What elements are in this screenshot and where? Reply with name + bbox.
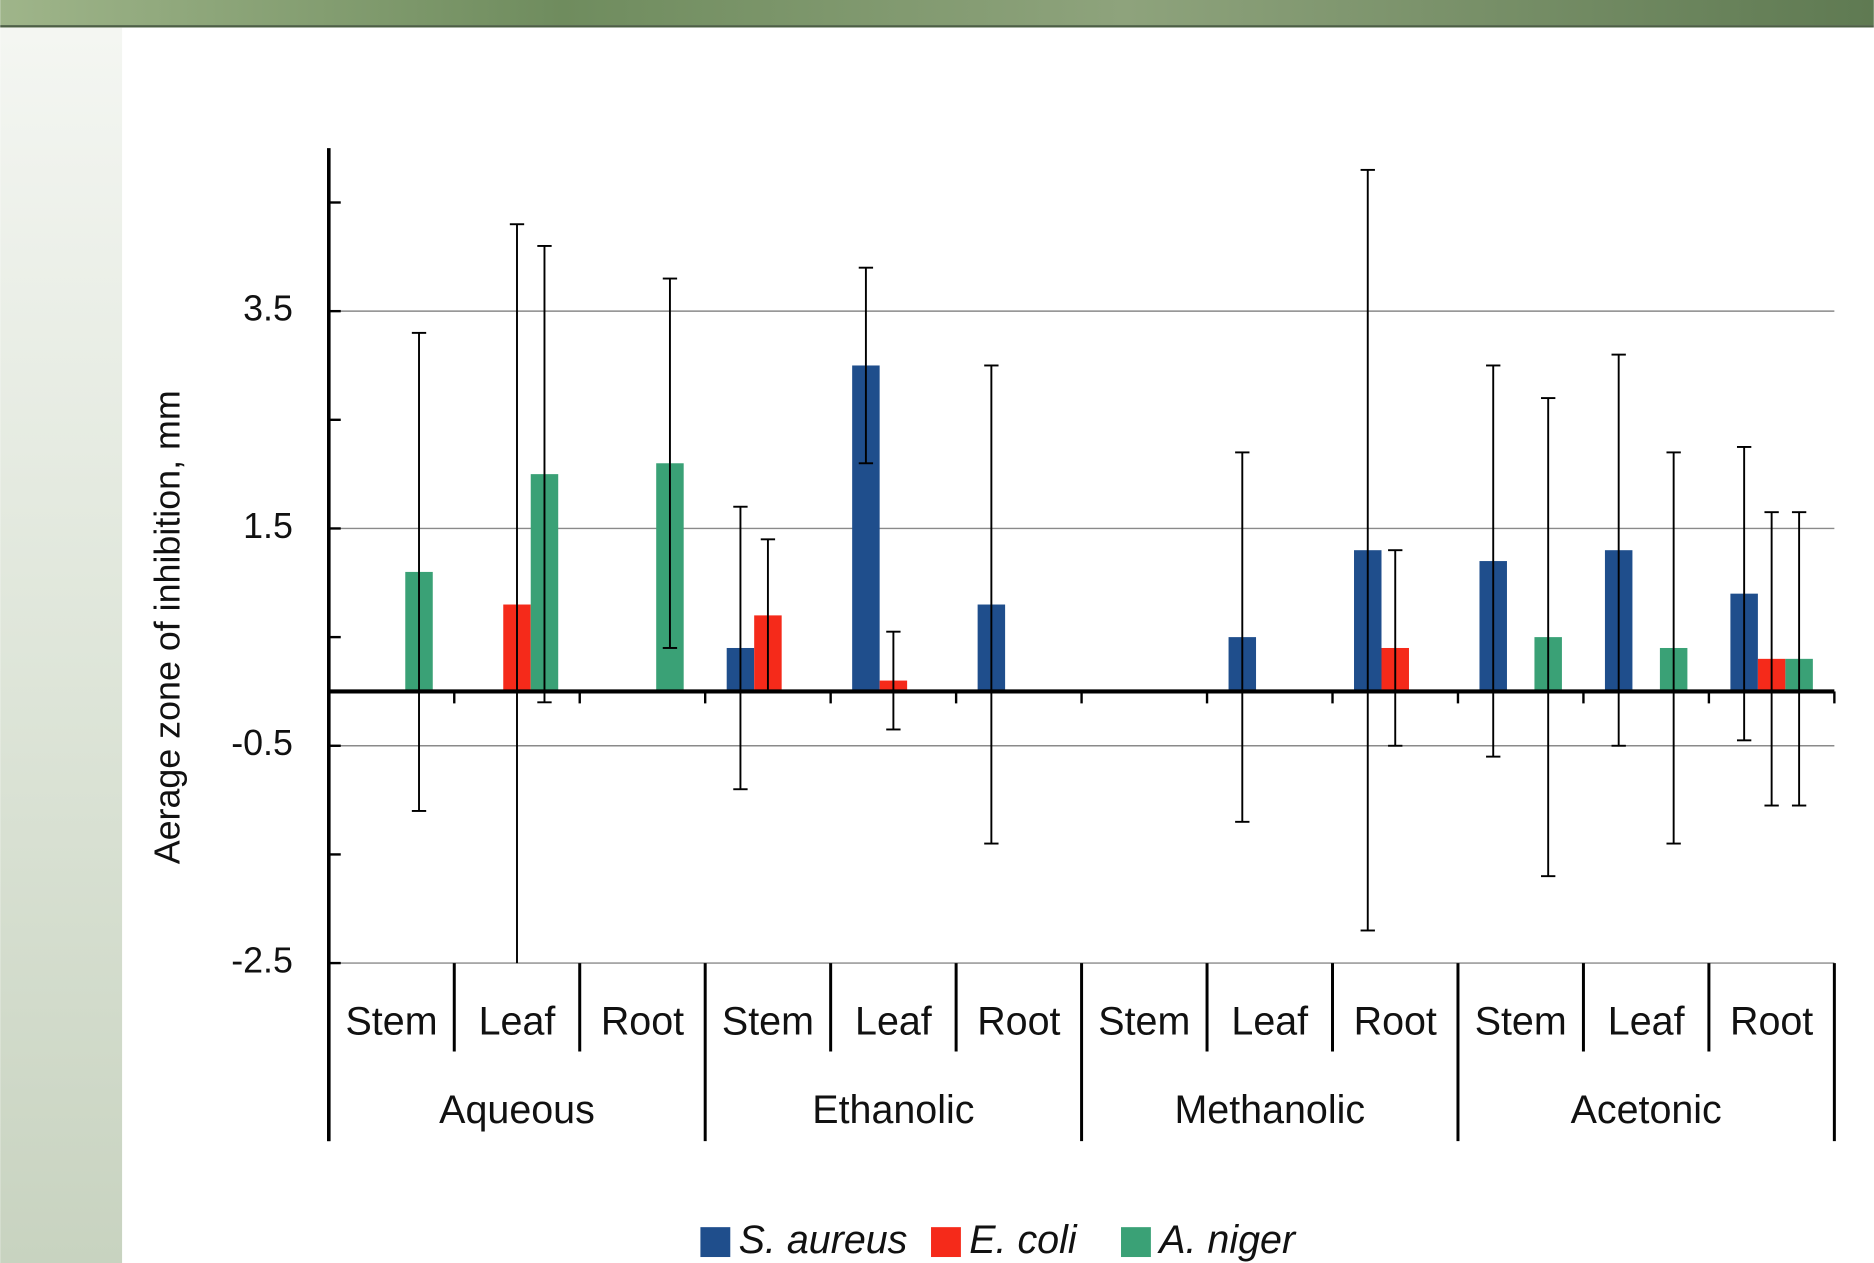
group-label: Aqueous: [439, 1088, 595, 1132]
x-tick-label: Stem: [722, 999, 814, 1043]
x-tick-label: Root: [1354, 999, 1437, 1043]
legend-swatch: [931, 1227, 961, 1258]
legend-label: S. aureus: [739, 1218, 908, 1262]
x-tick-label: Stem: [1475, 999, 1567, 1043]
x-tick-label: Root: [977, 999, 1060, 1043]
x-tick-label: Leaf: [855, 999, 933, 1043]
x-tick-label: Stem: [346, 999, 438, 1043]
legend-swatch: [1121, 1227, 1151, 1258]
side-image: [0, 27, 123, 1263]
y-tick-label: -0.5: [231, 723, 293, 763]
x-tick-label: Leaf: [479, 999, 557, 1043]
banner-image: [0, 0, 1874, 26]
group-label: Ethanolic: [812, 1088, 974, 1132]
y-axis-label: Aerage zone of inhibition, mm: [147, 390, 187, 864]
legend-label: A. niger: [1157, 1218, 1297, 1262]
group-label: Methanolic: [1174, 1088, 1365, 1132]
x-tick-label: Leaf: [1608, 999, 1686, 1043]
x-tick-label: Root: [601, 999, 684, 1043]
banner-border: [0, 25, 1874, 28]
legend-swatch: [700, 1227, 731, 1258]
group-label: Acetonic: [1571, 1088, 1722, 1132]
x-tick-label: Stem: [1098, 999, 1190, 1043]
y-tick-label: 3.5: [243, 289, 293, 329]
x-tick-label: Leaf: [1231, 999, 1309, 1043]
y-tick-label: 1.5: [243, 506, 293, 546]
x-tick-label: Root: [1730, 999, 1813, 1043]
y-tick-label: -2.5: [231, 941, 293, 981]
legend-label: E. coli: [969, 1218, 1078, 1262]
